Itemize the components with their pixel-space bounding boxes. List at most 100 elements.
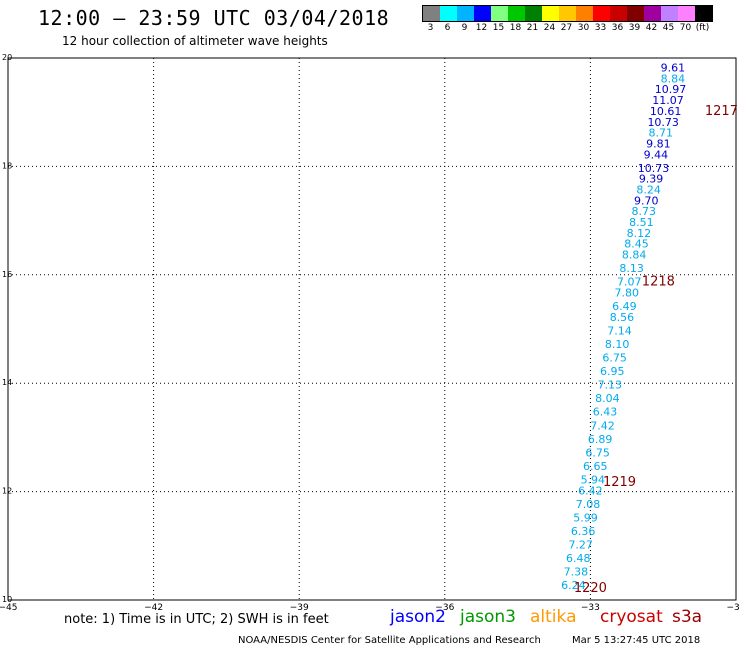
wave-height-label: 6.65 — [583, 460, 608, 473]
page-title: 12:00 – 23:59 UTC 03/04/2018 — [38, 6, 390, 30]
wave-height-label: 9.39 — [639, 173, 664, 186]
color-scale-label: 21 — [526, 23, 539, 33]
x-tick-label: −33 — [581, 603, 600, 613]
wave-height-label: 7.80 — [615, 286, 640, 299]
wave-height-label: 6.42 — [578, 484, 603, 497]
color-scale-label: 70 — [679, 23, 692, 33]
legend-cryosat: cryosat — [600, 607, 663, 627]
color-swatch — [474, 6, 491, 21]
wave-height-label: 9.70 — [634, 194, 659, 207]
wave-height-label: 7.07 — [617, 276, 642, 289]
x-tick-label: −42 — [144, 603, 163, 613]
wave-height-label: 7.27 — [568, 539, 593, 552]
chart-frame — [7, 57, 737, 601]
color-scale-label: 27 — [560, 23, 573, 33]
wave-height-label: 7.38 — [564, 566, 589, 579]
chart-grid — [8, 58, 736, 600]
footer: NOAA/NESDIS Center for Satellite Applica… — [238, 635, 700, 646]
wave-height-label: 7.42 — [590, 419, 615, 432]
color-swatch — [423, 6, 440, 21]
color-swatch — [610, 6, 627, 21]
color-swatch — [542, 6, 559, 21]
wave-height-label: 6.36 — [571, 525, 596, 538]
color-swatch — [576, 6, 593, 21]
color-swatch — [508, 6, 525, 21]
x-tick-label: −45 — [0, 603, 18, 613]
color-scale-label: 12 — [475, 23, 488, 33]
color-scale-label: 6 — [444, 23, 451, 33]
wave-height-label: 7.08 — [576, 498, 601, 511]
pass-time-label: 1220 — [574, 581, 607, 596]
y-tick-label: 16 — [2, 270, 12, 279]
color-scale-label: 30 — [577, 23, 590, 33]
wave-height-label: 6.95 — [600, 365, 625, 378]
color-swatch — [695, 6, 712, 21]
color-swatch — [661, 6, 678, 21]
footer-timestamp: Mar 5 13:27:45 UTC 2018 — [572, 635, 701, 646]
wave-height-label: 8.73 — [632, 205, 657, 218]
wave-height-label: 8.24 — [636, 184, 661, 197]
y-tick-label: 12 — [2, 487, 12, 496]
wave-height-label: 5.94 — [581, 473, 606, 486]
wave-height-label: 6.48 — [566, 552, 591, 565]
color-scale-label: 36 — [611, 23, 624, 33]
wave-height-label: 8.04 — [595, 392, 620, 405]
color-scale-label: 39 — [628, 23, 641, 33]
x-tick-label: −36 — [435, 603, 454, 613]
wave-height-label: 6.49 — [612, 300, 637, 313]
wave-height-label: 7.13 — [598, 379, 623, 392]
color-swatch — [627, 6, 644, 21]
wave-height-label: 11.07 — [652, 94, 684, 107]
wave-height-label: 6.24 — [561, 579, 586, 592]
color-scale-label: 3 — [427, 23, 434, 33]
color-scale-label: 24 — [543, 23, 556, 33]
page-subtitle: 12 hour collection of altimeter wave hei… — [62, 34, 328, 48]
pass-time-label: 1218 — [642, 275, 675, 290]
wave-height-label: 6.75 — [602, 352, 627, 365]
wave-height-label: 8.10 — [605, 338, 630, 351]
wave-height-label: 9.44 — [644, 148, 669, 161]
color-swatch — [559, 6, 576, 21]
wave-height-label: 10.61 — [650, 105, 682, 118]
wave-height-label: 10.97 — [655, 83, 687, 96]
wave-height-label: 8.12 — [627, 227, 652, 240]
y-tick-label: 10 — [2, 595, 12, 604]
color-swatch — [678, 6, 695, 21]
wave-height-label: 10.73 — [638, 162, 670, 175]
y-tick-label: 18 — [2, 161, 12, 170]
axis-tick-labels: −45 −42 −39 −36 −33 −30 10 12 14 16 18 20 — [0, 53, 740, 613]
wave-height-label: 6.43 — [593, 406, 618, 419]
x-tick-label: −39 — [290, 603, 309, 613]
wave-height-label: 8.51 — [629, 216, 654, 229]
wave-height-label: 6.75 — [585, 446, 610, 459]
wave-height-label: 7.14 — [607, 324, 632, 337]
wave-height-label: 8.71 — [649, 127, 674, 140]
wave-height-label: 9.61 — [661, 62, 686, 75]
wave-height-label: 8.45 — [624, 238, 649, 251]
color-swatch — [491, 6, 508, 21]
pass-time-label: 1219 — [603, 475, 636, 490]
legend-jason3: jason3 — [460, 607, 516, 627]
legend-altika: altika — [530, 607, 577, 627]
wave-height-label: 8.56 — [610, 311, 635, 324]
color-swatch — [644, 6, 661, 21]
wave-height-label: 8.13 — [619, 262, 644, 275]
wave-height-label: 8.84 — [622, 249, 647, 262]
wave-height-color-scale — [422, 5, 713, 22]
x-tick-label: −30 — [727, 603, 740, 613]
color-swatch — [440, 6, 457, 21]
color-scale-label: 45 — [662, 23, 675, 33]
color-scale-label: 33 — [594, 23, 607, 33]
color-scale-label: (ft) — [695, 23, 710, 33]
legend-jason2: jason2 — [390, 607, 446, 627]
color-scale-label: 42 — [645, 23, 658, 33]
color-swatch — [457, 6, 474, 21]
wave-height-label: 5.99 — [573, 511, 598, 524]
chart-note: note: 1) Time is in UTC; 2) SWH is in fe… — [64, 612, 329, 627]
wave-height-label: 6.89 — [588, 433, 613, 446]
pass-time-label: 1217 — [705, 104, 738, 119]
wave-height-label: 9.81 — [646, 137, 671, 150]
legend-s3a: s3a — [672, 607, 703, 627]
